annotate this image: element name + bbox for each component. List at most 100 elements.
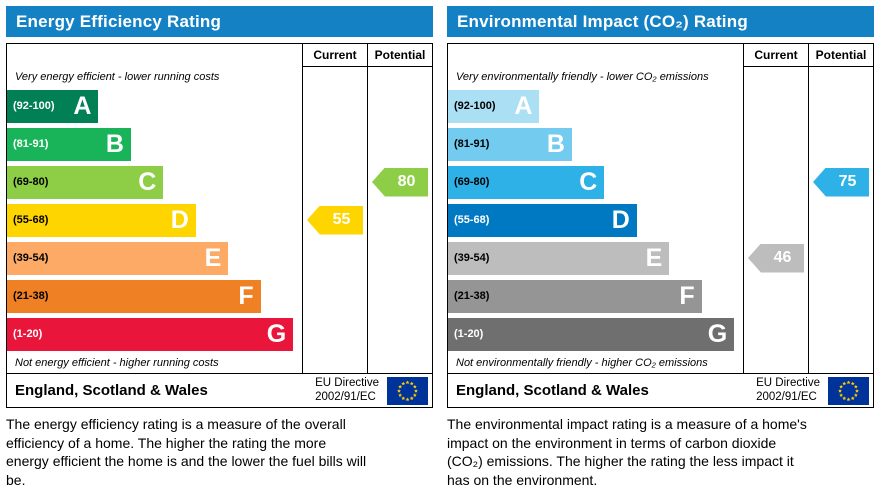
region-label: England, Scotland & Wales — [15, 382, 208, 399]
potential-column-header: Potential — [808, 44, 873, 67]
band-C: (69-80) C — [448, 165, 605, 199]
eu-directive-label: EU Directive 2002/91/EC — [756, 377, 820, 403]
potential-rating-arrow: 75 — [813, 167, 869, 197]
bottom-caption: Not energy efficient - higher running co… — [15, 357, 219, 369]
band-range: (21-38) — [13, 290, 49, 302]
environmental-impact-panel: Environmental Impact (CO₂) Rating Curren… — [447, 6, 874, 489]
potential-column-cell — [808, 125, 873, 163]
potential-column-cell — [367, 67, 432, 87]
band-row: (1-20) G — [448, 315, 873, 353]
band-letter: B — [105, 129, 124, 158]
band-letter: D — [170, 205, 189, 234]
eu-directive-line: EU Directive — [756, 377, 820, 390]
potential-column-cell — [808, 239, 873, 277]
potential-column-header: Potential — [367, 44, 432, 67]
column-header-row: Current Potential — [7, 44, 432, 67]
eu-directive-line: 2002/91/EC — [756, 390, 817, 403]
current-column-cell — [302, 277, 367, 315]
top-caption-row: Very environmentally friendly - lower CO… — [448, 67, 873, 87]
potential-column-cell — [367, 315, 432, 353]
eu-directive-line: EU Directive — [315, 377, 379, 390]
eu-directive-label: EU Directive 2002/91/EC — [315, 377, 379, 403]
band-D: (55-68) D — [7, 203, 196, 237]
current-column-cell — [743, 315, 808, 353]
band-letter: C — [579, 167, 598, 196]
band-E: (39-54) E — [7, 241, 229, 275]
potential-column-cell — [367, 277, 432, 315]
band-row: (39-54) E — [7, 239, 432, 277]
band-letter: B — [546, 129, 565, 158]
band-letter: F — [679, 281, 695, 310]
band-row: (81-91) B — [7, 125, 432, 163]
band-D: (55-68) D — [448, 203, 637, 237]
co2-rating-chart: Current Potential Very environmentally f… — [447, 43, 874, 408]
band-F: (21-38) F — [7, 279, 261, 313]
potential-column-cell — [808, 315, 873, 353]
current-column-cell — [743, 353, 808, 373]
panel-description: The environmental impact rating is a mea… — [447, 416, 807, 488]
chart-footer: England, Scotland & Wales EU Directive 2… — [448, 373, 873, 407]
energy-efficiency-panel: Energy Efficiency Rating Current Potenti… — [6, 6, 433, 489]
current-column-cell — [743, 67, 808, 87]
band-letter: E — [645, 243, 663, 272]
band-A: (92-100) A — [448, 89, 540, 123]
eu-flag-icon — [387, 376, 428, 405]
bottom-caption: Not environmentally friendly - higher CO… — [456, 357, 708, 369]
band-range: (69-80) — [13, 176, 49, 188]
band-row: (92-100) A — [7, 87, 432, 125]
potential-column-cell — [367, 125, 432, 163]
potential-column-cell — [808, 87, 873, 125]
potential-column-cell — [808, 201, 873, 239]
band-letter: A — [73, 91, 92, 120]
current-rating-arrow: 55 — [307, 205, 363, 235]
band-range: (1-20) — [454, 328, 484, 340]
band-G: (1-20) G — [7, 317, 294, 351]
band-B: (81-91) B — [448, 127, 572, 161]
band-letter: C — [138, 167, 157, 196]
bottom-caption-row: Not environmentally friendly - higher CO… — [448, 353, 873, 373]
current-column-cell — [743, 163, 808, 201]
band-row: (21-38) F — [448, 277, 873, 315]
band-E: (39-54) E — [448, 241, 670, 275]
chart-footer: England, Scotland & Wales EU Directive 2… — [7, 373, 432, 407]
current-column-cell: 46 — [743, 239, 808, 277]
current-column-cell — [743, 125, 808, 163]
current-column-cell — [302, 87, 367, 125]
current-column-cell — [743, 87, 808, 125]
band-G: (1-20) G — [448, 317, 735, 351]
potential-column-cell — [367, 353, 432, 373]
potential-column-cell — [367, 87, 432, 125]
band-C: (69-80) C — [7, 165, 164, 199]
band-row: (21-38) F — [7, 277, 432, 315]
band-range: (39-54) — [454, 252, 490, 264]
band-range: (92-100) — [13, 100, 55, 112]
current-column-cell — [302, 239, 367, 277]
potential-column-cell — [367, 201, 432, 239]
potential-rating-arrow: 80 — [372, 167, 428, 197]
header-spacer — [448, 44, 743, 67]
band-letter: G — [266, 319, 287, 348]
current-column-cell — [743, 201, 808, 239]
band-row: (69-80) C 80 — [7, 163, 432, 201]
band-range: (69-80) — [454, 176, 490, 188]
potential-column-cell — [808, 277, 873, 315]
bottom-caption-row: Not energy efficient - higher running co… — [7, 353, 432, 373]
eu-flag-icon — [828, 376, 869, 405]
region-label: England, Scotland & Wales — [456, 382, 649, 399]
panel-header: Environmental Impact (CO₂) Rating — [447, 6, 874, 37]
band-row: (39-54) E 46 — [448, 239, 873, 277]
potential-column-cell — [808, 67, 873, 87]
band-B: (81-91) B — [7, 127, 131, 161]
band-range: (92-100) — [454, 100, 496, 112]
current-column-header: Current — [302, 44, 367, 67]
potential-column-cell: 80 — [367, 163, 432, 201]
top-caption: Very energy efficient - lower running co… — [15, 71, 220, 83]
potential-column-cell: 75 — [808, 163, 873, 201]
band-row: (92-100) A — [448, 87, 873, 125]
band-F: (21-38) F — [448, 279, 702, 313]
band-letter: G — [707, 319, 728, 348]
current-column-cell — [302, 163, 367, 201]
column-header-row: Current Potential — [448, 44, 873, 67]
panel-header: Energy Efficiency Rating — [6, 6, 433, 37]
